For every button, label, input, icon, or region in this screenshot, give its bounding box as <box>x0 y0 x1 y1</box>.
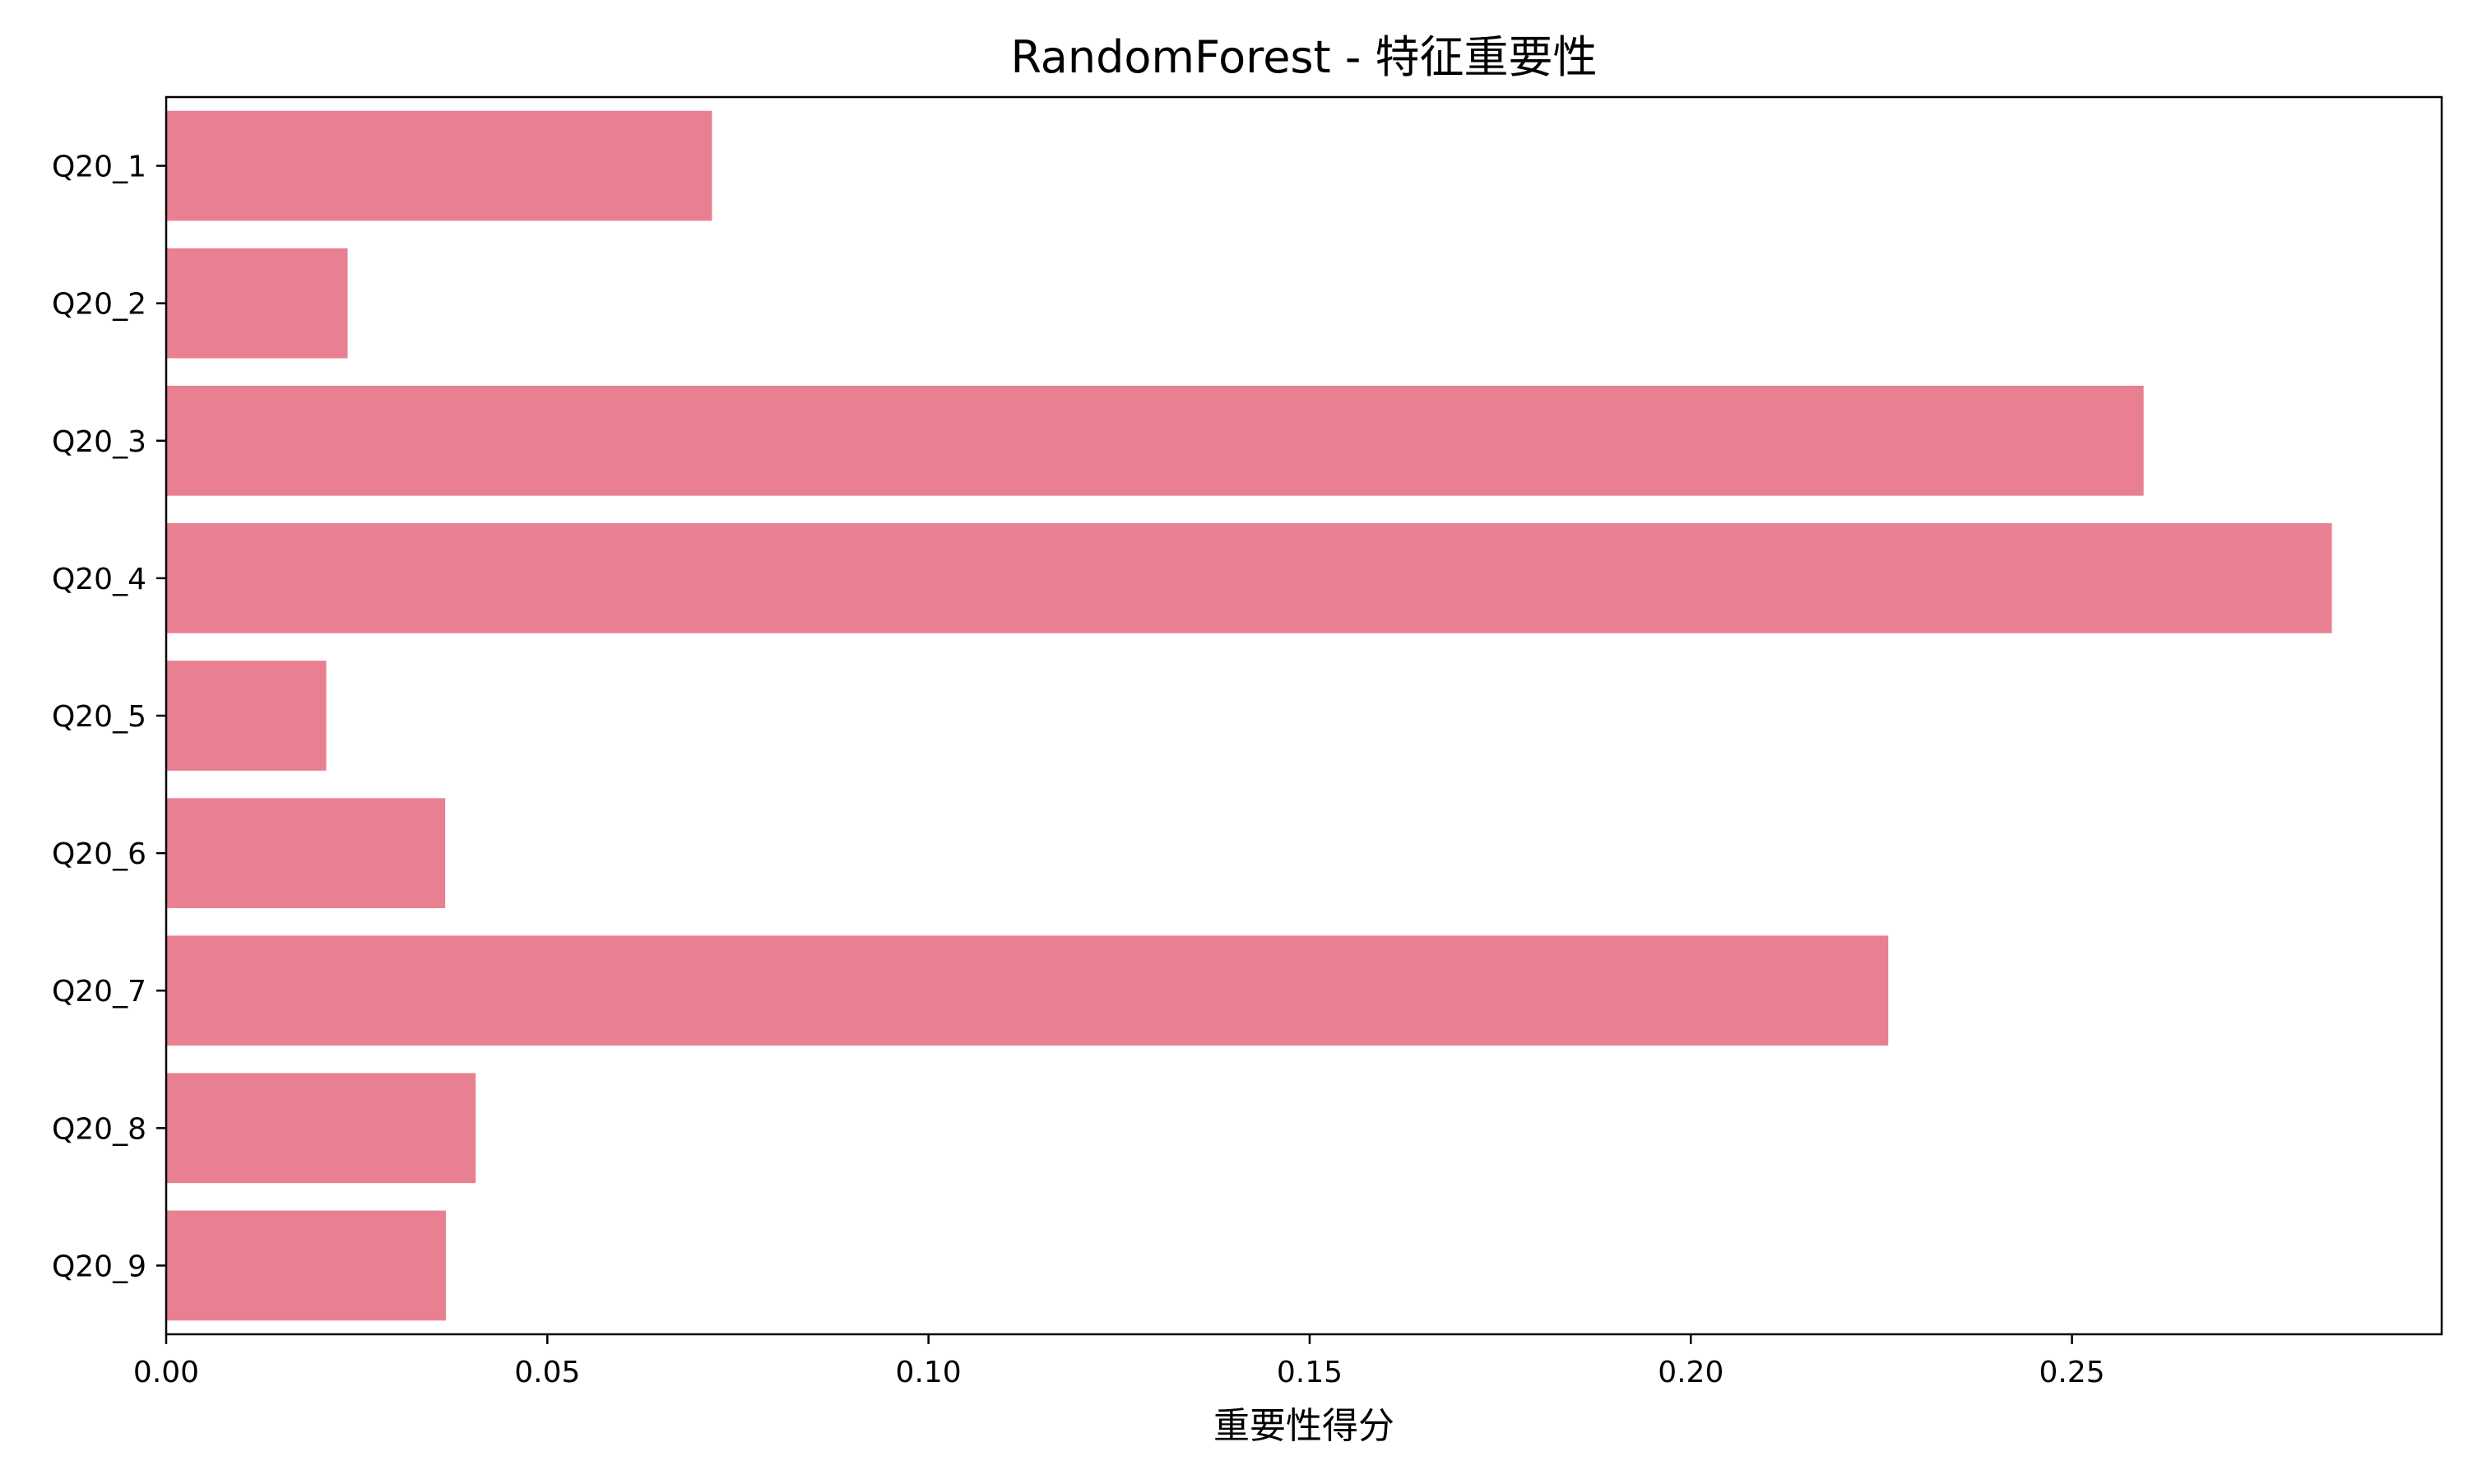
bars-group <box>166 110 2332 1321</box>
bar-q20-7 <box>166 935 1889 1046</box>
y-tick-label: Q20_7 <box>52 975 146 1009</box>
bar-q20-3 <box>166 385 2144 496</box>
y-axis: Q20_1 Q20_2 Q20_3 Q20_4 Q20_5 Q20_6 Q20_7 Q20_8… <box>52 151 166 1283</box>
bar-q20-6 <box>166 798 446 908</box>
y-tick-label: Q20_6 <box>52 837 146 871</box>
x-axis-label: 重要性得分 <box>1213 1405 1394 1447</box>
plot-frame <box>165 95 2443 1336</box>
bar-q20-2 <box>166 248 348 359</box>
y-tick-label: Q20_5 <box>52 700 146 734</box>
x-tick-label: 0.10 <box>896 1356 962 1389</box>
y-tick-label: Q20_3 <box>52 425 146 459</box>
y-tick-label: Q20_8 <box>52 1112 146 1146</box>
y-tick-label: Q20_1 <box>52 151 146 184</box>
chart-title: RandomForest - 特征重要性 <box>1010 31 1597 83</box>
y-tick-label: Q20_2 <box>52 288 146 322</box>
bar-q20-1 <box>166 110 712 221</box>
y-tick-label: Q20_4 <box>52 563 146 596</box>
x-tick-label: 0.00 <box>133 1356 199 1389</box>
x-tick-label: 0.05 <box>514 1356 580 1389</box>
bar-q20-5 <box>166 661 327 771</box>
x-tick-label: 0.20 <box>1658 1356 1723 1389</box>
x-tick-label: 0.25 <box>2039 1356 2105 1389</box>
x-tick-label: 0.15 <box>1277 1356 1343 1389</box>
bar-q20-8 <box>166 1073 476 1184</box>
x-axis: 0.00 0.05 0.10 0.15 0.20 0.25 <box>133 1334 2105 1389</box>
y-tick-label: Q20_9 <box>52 1250 146 1283</box>
bar-q20-9 <box>166 1210 447 1321</box>
bar-q20-4 <box>166 523 2332 633</box>
